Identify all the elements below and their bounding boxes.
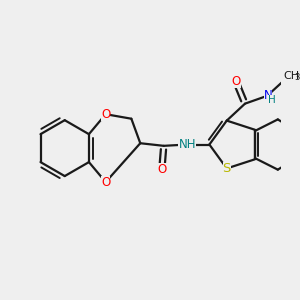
Text: NH: NH [178, 138, 196, 151]
Text: O: O [101, 108, 110, 121]
Text: O: O [231, 75, 241, 88]
Text: N: N [264, 89, 272, 102]
Text: H: H [268, 94, 276, 105]
Text: O: O [101, 176, 110, 189]
Text: 3: 3 [294, 74, 299, 82]
Text: O: O [157, 163, 167, 176]
Text: S: S [223, 162, 231, 175]
Text: CH: CH [284, 70, 300, 81]
